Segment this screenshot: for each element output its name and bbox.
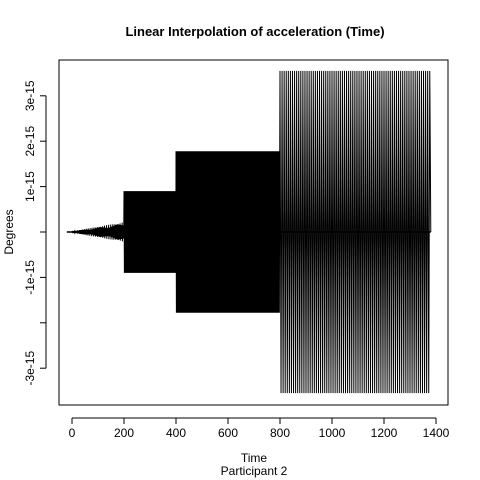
x-axis: 0 200 400 600 800 1000 1200 1400 (69, 417, 450, 440)
x-tick-label: 1400 (423, 426, 450, 440)
y-tick-label: 1e-15 (23, 171, 37, 202)
x-tick-label: 400 (166, 426, 186, 440)
data-series (66, 70, 432, 394)
plot-frame (58, 59, 449, 406)
y-tick-label: 3e-15 (23, 80, 37, 111)
x-tick-label: 1200 (371, 426, 398, 440)
y-axis-label: Degrees (2, 209, 16, 254)
y-tick-label: -3e-15 (23, 351, 37, 386)
x-tick-label: 200 (114, 426, 134, 440)
x-axis-sublabel: Participant 2 (221, 464, 288, 478)
y-tick-label: 2e-15 (23, 126, 37, 157)
x-tick-label: 0 (69, 426, 76, 440)
x-axis-label: Time (241, 451, 268, 465)
x-tick-label: 800 (270, 426, 290, 440)
series-line (71, 70, 432, 394)
x-tick-label: 600 (218, 426, 238, 440)
chart-title: Linear Interpolation of acceleration (Ti… (125, 24, 384, 39)
x-tick-label: 1000 (319, 426, 346, 440)
y-axis: -3e-15 -1e-15 1e-15 2e-15 3e-15 (23, 80, 47, 386)
y-tick-label: -1e-15 (23, 260, 37, 295)
